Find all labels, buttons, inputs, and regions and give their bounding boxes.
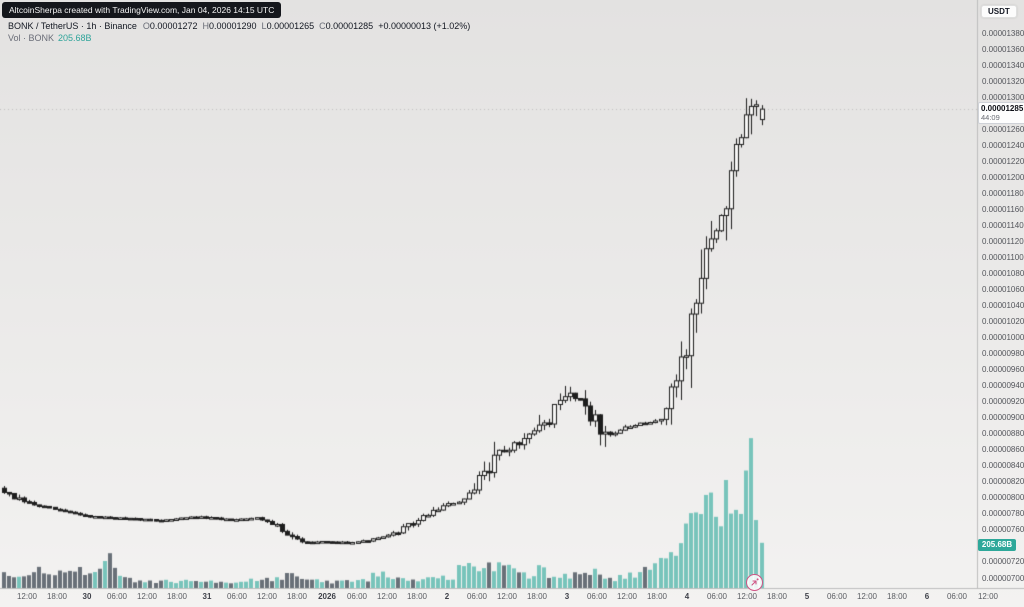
time-tick-label: 18:00 xyxy=(406,592,428,601)
time-tick-label: 5 xyxy=(804,592,810,601)
time-tick-label: 4 xyxy=(684,592,690,601)
time-tick-label: 12:00 xyxy=(616,592,638,601)
time-tick-label: 06:00 xyxy=(346,592,368,601)
time-tick-label: 31 xyxy=(202,592,212,601)
price-tick-label: 0.00001360 xyxy=(982,44,1024,54)
time-tick-label: 06:00 xyxy=(826,592,848,601)
open-value: 0.00001272 xyxy=(149,21,198,31)
price-tick-label: 0.00001140 xyxy=(982,220,1024,230)
time-tick-label: 12:00 xyxy=(376,592,398,601)
symbol-ohlc-row: BONK / TetherUS · 1h · Binance O0.0000127… xyxy=(8,20,470,32)
time-tick-label: 12:00 xyxy=(977,592,999,601)
price-tick-label: 0.00001060 xyxy=(982,284,1024,294)
price-tick-label: 0.00001120 xyxy=(982,236,1024,246)
time-tick-label: 06:00 xyxy=(106,592,128,601)
price-tick-label: 0.00001380 xyxy=(982,28,1024,38)
time-tick-label: 18:00 xyxy=(646,592,668,601)
time-tick-label: 12:00 xyxy=(256,592,278,601)
time-tick-label: 06:00 xyxy=(946,592,968,601)
price-tick-label: 0.00000820 xyxy=(982,477,1024,487)
close-label: C xyxy=(319,21,326,31)
currency-badge: USDT xyxy=(981,5,1017,18)
price-tick-label: 0.00000860 xyxy=(982,445,1024,455)
price-tick-label: 0.00001260 xyxy=(982,124,1024,134)
time-tick-label: 18:00 xyxy=(286,592,308,601)
price-tick-label: 0.00001200 xyxy=(982,172,1024,182)
time-tick-label: 18:00 xyxy=(886,592,908,601)
tradingview-stamp-icon xyxy=(746,574,763,591)
price-tick-label: 0.00000960 xyxy=(982,365,1024,375)
last-price-badge: 0.00001285 44:09 xyxy=(978,102,1024,124)
volume-study-value: 205.68B xyxy=(58,33,92,43)
price-tick-label: 0.00001020 xyxy=(982,317,1024,327)
price-tick-label: 0.00000920 xyxy=(982,397,1024,407)
time-tick-label: 06:00 xyxy=(706,592,728,601)
symbol-title[interactable]: BONK / TetherUS · 1h · Binance xyxy=(8,21,137,31)
price-tick-label: 0.00001000 xyxy=(982,333,1024,343)
price-tick-label: 0.00000880 xyxy=(982,429,1024,439)
price-tick-label: 0.00001300 xyxy=(982,92,1024,102)
price-tick-label: 0.00000800 xyxy=(982,493,1024,503)
price-tick-label: 0.00001080 xyxy=(982,268,1024,278)
close-value: 0.00001285 xyxy=(325,21,374,31)
price-tick-label: 0.00001340 xyxy=(982,60,1024,70)
price-tick-label: 0.00001040 xyxy=(982,301,1024,310)
time-tick-label: 18:00 xyxy=(46,592,68,601)
time-tick-label: 3 xyxy=(564,592,570,601)
price-tick-label: 0.00000840 xyxy=(982,461,1024,471)
time-tick-label: 6 xyxy=(924,592,930,601)
chart-legend: BONK / TetherUS · 1h · Binance O0.0000127… xyxy=(8,20,470,44)
time-tick-label: 2 xyxy=(444,592,450,601)
time-tick-label: 12:00 xyxy=(496,592,518,601)
time-tick-label: 30 xyxy=(82,592,92,601)
price-tick-label: 0.00000980 xyxy=(982,349,1024,359)
time-tick-label: 12:00 xyxy=(736,592,758,601)
bar-countdown: 44:09 xyxy=(981,113,1000,122)
price-tick-label: 0.00001320 xyxy=(982,76,1024,86)
time-tick-label: 06:00 xyxy=(226,592,248,601)
last-price-value: 0.00001285 xyxy=(981,104,1024,113)
volume-study-label[interactable]: Vol · BONK xyxy=(8,33,55,43)
open-label: O xyxy=(142,21,150,31)
high-label: H xyxy=(202,21,209,31)
change-value: +0.00000013 (+1.02%) xyxy=(378,21,471,31)
time-tick-label: 18:00 xyxy=(166,592,188,601)
attribution-badge: AltcoinSherpa created with TradingView.c… xyxy=(2,2,282,18)
price-tick-label: 0.00001160 xyxy=(982,204,1024,214)
price-tick-label: 0.00001220 xyxy=(982,156,1024,166)
volume-row: Vol · BONK 205.68B xyxy=(8,32,470,44)
time-tick-label: 18:00 xyxy=(766,592,788,601)
time-tick-label: 12:00 xyxy=(136,592,158,601)
time-tick-label: 12:00 xyxy=(16,592,38,601)
time-tick-label: 18:00 xyxy=(526,592,548,601)
time-tick-label: 2026 xyxy=(318,592,336,601)
high-value: 0.00001290 xyxy=(208,21,257,31)
price-tick-label: 0.00000900 xyxy=(982,413,1024,423)
time-tick-label: 06:00 xyxy=(586,592,608,601)
price-tick-label: 0.00000720 xyxy=(982,557,1024,567)
price-tick-label: 0.00000780 xyxy=(982,509,1024,519)
time-tick-label: 06:00 xyxy=(466,592,488,601)
price-axis[interactable]: 0.00001380 0.00001360 0.00001340 0.00001320… xyxy=(977,0,1024,588)
low-label: L xyxy=(261,21,267,31)
price-tick-label: 0.00001240 xyxy=(982,140,1024,150)
low-value: 0.00001265 xyxy=(266,21,315,31)
time-axis[interactable]: 12:00 18:00 30 06:00 12:00 18:00 31 06:00 12:00 1… xyxy=(0,588,1024,607)
price-tick-label: 0.00000760 xyxy=(982,525,1024,535)
price-tick-label: 0.00001180 xyxy=(982,188,1024,198)
price-tick-label: 0.00000700 xyxy=(982,573,1024,583)
volume-axis-badge: 205.68B xyxy=(978,539,1016,551)
price-tick-label: 0.00001100 xyxy=(982,252,1024,262)
price-tick-label: 0.00000940 xyxy=(982,381,1024,391)
time-tick-label: 12:00 xyxy=(856,592,878,601)
